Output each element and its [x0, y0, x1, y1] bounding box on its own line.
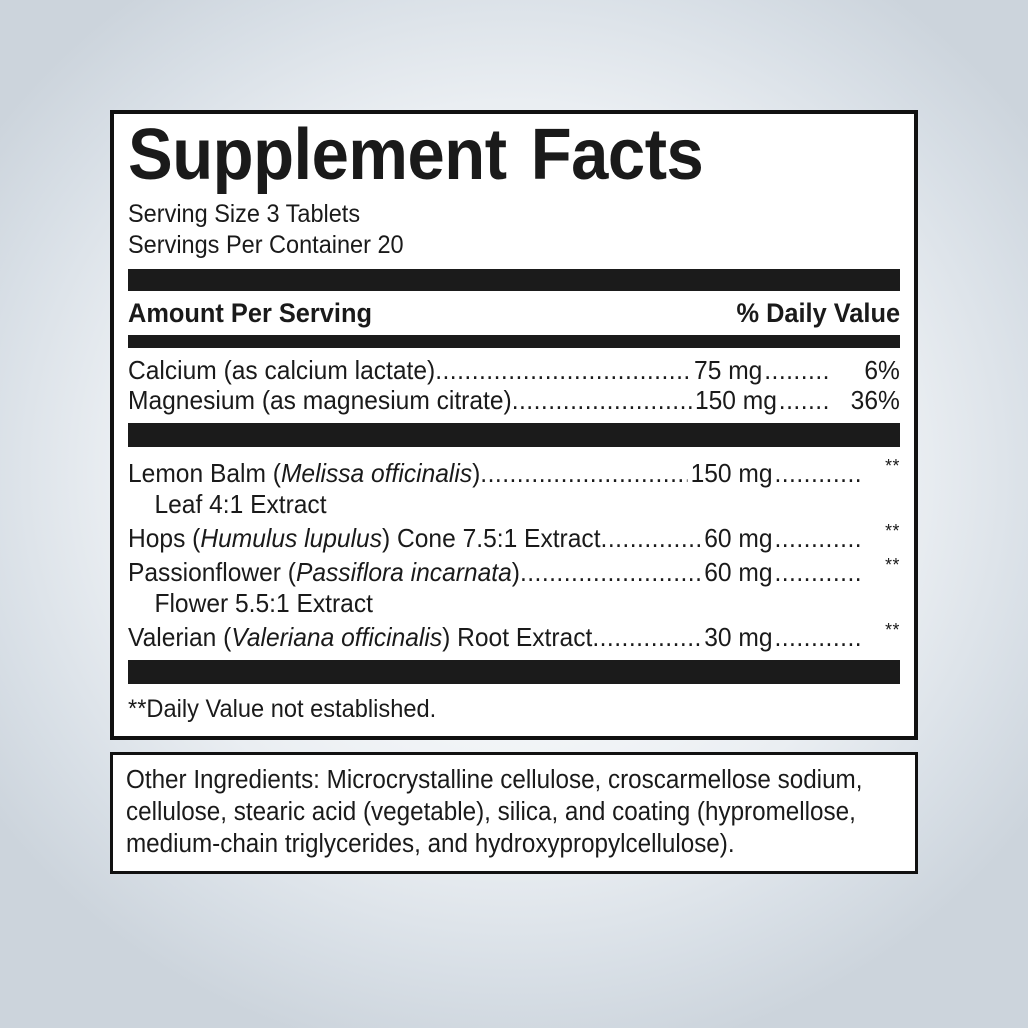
dot-leader-tail: .......: [778, 384, 830, 415]
nutrient-daily-value: **: [862, 619, 900, 652]
panel-title: Supplement Facts: [128, 119, 846, 191]
nutrient-name: Passionflower (Passiflora incarnata): [128, 557, 520, 587]
header-amount-per-serving: Amount Per Serving: [128, 297, 372, 328]
other-ingredients-text: Other Ingredients: Microcrystalline cell…: [126, 765, 863, 858]
nutrient-name: Lemon Balm (Melissa officinalis): [128, 458, 480, 488]
nutrient-name-suffix: ) Root Extract: [442, 621, 593, 652]
nutrient-name-prefix: Passionflower (: [128, 556, 296, 587]
rule-bar-thick-top: [128, 268, 900, 291]
nutrient-daily-value: **: [862, 520, 900, 553]
botanical-name: Valeriana officinalis: [231, 621, 443, 652]
nutrient-daily-value: **: [862, 455, 900, 488]
nutrient-amount: 150 mg: [690, 457, 773, 488]
rule-bar-fat-mid: [128, 422, 900, 447]
botanical-name: Passiflora incarnata: [295, 556, 512, 587]
daily-value-asterisks: **: [885, 553, 900, 575]
botanical-name: Humulus lupulus: [200, 522, 383, 553]
nutrient-daily-value: 36%: [850, 384, 900, 415]
other-ingredients-panel: Other Ingredients: Microcrystalline cell…: [110, 751, 918, 875]
nutrient-sub-line: Flower 5.5:1 Extract: [154, 587, 373, 618]
dot-leader: ........................................…: [511, 384, 692, 415]
nutrient-name-suffix: ): [511, 556, 520, 587]
nutrient-name-prefix: Lemon Balm (: [128, 457, 281, 488]
nutrient-name: Magnesium (as magnesium citrate): [128, 384, 512, 415]
mineral-rows: Calcium (as calcium lactate) ...........…: [128, 355, 900, 415]
nutrient-name-suffix: ) Cone 7.5:1 Extract: [382, 522, 601, 553]
nutrient-amount: 60 mg: [704, 522, 773, 553]
dot-leader: ........................................…: [480, 457, 687, 488]
nutrient-amount: 60 mg: [704, 556, 773, 587]
nutrient-amount: 150 mg: [694, 384, 777, 415]
dot-leader: ........................................…: [435, 354, 692, 385]
supplement-facts-panel: Supplement Facts Serving Size 3 Tablets S…: [110, 110, 918, 740]
daily-value-asterisks: **: [885, 618, 900, 640]
table-header-row: Amount Per Serving % Daily Value: [128, 298, 900, 329]
table-row: Magnesium (as magnesium citrate) .......…: [128, 385, 900, 415]
dot-leader-tail: ............: [774, 556, 863, 587]
nutrient-amount: 75 mg: [694, 354, 763, 385]
serving-info: Serving Size 3 Tablets Servings Per Cont…: [128, 199, 900, 261]
nutrient-sub-line: Leaf 4:1 Extract: [154, 488, 327, 519]
nutrient-name-prefix: Valerian (: [128, 621, 232, 652]
dot-leader-tail: ............: [774, 621, 863, 652]
nutrient-name: Hops (Humulus lupulus) Cone 7.5:1 Extrac…: [128, 523, 601, 553]
daily-value-footnote: **Daily Value not established.: [128, 694, 437, 723]
table-row: Valerian (Valeriana officinalis) Root Ex…: [128, 619, 900, 652]
botanical-name: Melissa officinalis: [280, 457, 473, 488]
serving-size: Serving Size 3 Tablets: [128, 199, 361, 228]
nutrient-name: Calcium (as calcium lactate): [128, 354, 436, 385]
nutrient-name-prefix: Hops (: [128, 522, 201, 553]
dot-leader: ........................................…: [519, 556, 701, 587]
table-row: Passionflower (Passiflora incarnata) ...…: [128, 554, 900, 587]
table-row: Lemon Balm (Melissa officinalis) .......…: [128, 455, 900, 488]
dot-leader-tail: .........: [764, 354, 830, 385]
table-row: Calcium (as calcium lactate) ...........…: [128, 355, 900, 385]
title-word-supplement: Supplement: [128, 115, 507, 195]
rule-bar-fat-bottom: [128, 659, 900, 684]
nutrient-name: Valerian (Valeriana officinalis) Root Ex…: [128, 622, 592, 652]
herbal-rows: Lemon Balm (Melissa officinalis) .......…: [128, 455, 900, 652]
nutrient-daily-value: 6%: [864, 354, 900, 385]
nutrient-name-suffix: ): [472, 457, 481, 488]
daily-value-asterisks: **: [885, 519, 900, 541]
nutrient-daily-value: **: [862, 554, 900, 587]
daily-value-asterisks: **: [885, 454, 900, 476]
dot-leader: ........................................…: [592, 621, 702, 652]
dot-leader-tail: ............: [774, 457, 863, 488]
rule-bar-mid: [128, 334, 900, 348]
table-row: Hops (Humulus lupulus) Cone 7.5:1 Extrac…: [128, 520, 900, 553]
dot-leader: ........................................…: [600, 522, 702, 553]
dot-leader-tail: ............: [774, 522, 863, 553]
servings-per-container: Servings Per Container 20: [128, 230, 404, 259]
supplement-facts-label: Supplement Facts Serving Size 3 Tablets S…: [110, 110, 918, 875]
header-percent-daily-value: % Daily Value: [736, 297, 900, 328]
nutrient-amount: 30 mg: [704, 621, 773, 652]
title-word-facts: Facts: [530, 115, 704, 195]
